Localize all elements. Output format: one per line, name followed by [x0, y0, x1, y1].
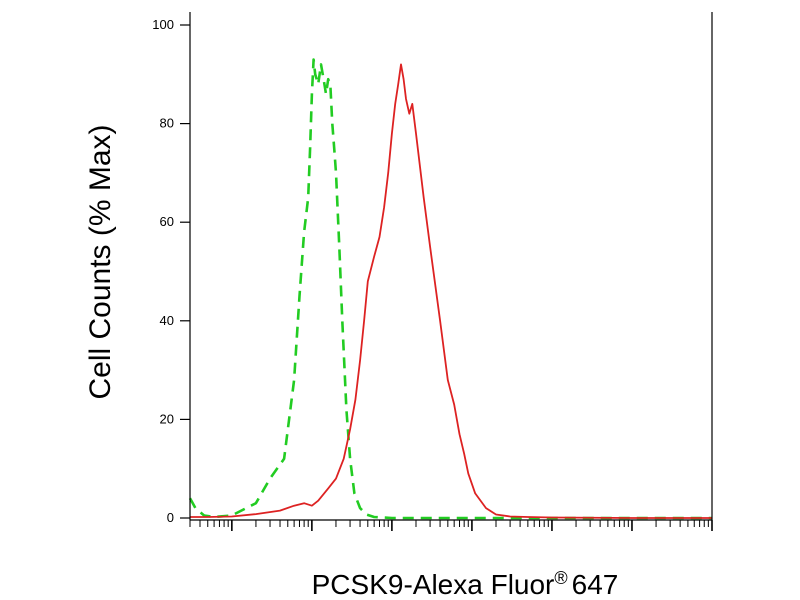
x-ticks — [189, 520, 713, 531]
y-tick-label: 40 — [160, 313, 174, 328]
axes — [189, 12, 713, 521]
y-axis-title: Cell Counts (% Max) — [84, 124, 117, 399]
series-line-2 — [190, 63, 712, 519]
x-axis-title: PCSK9-Alexa Fluor® 647 — [312, 568, 619, 600]
series-lines — [188, 58, 712, 520]
x-axis-title-main: PCSK9-Alexa Fluor — [312, 569, 555, 600]
y-tick-label: 60 — [160, 214, 174, 229]
x-axis-title-number: 647 — [572, 569, 619, 600]
y-ticks: 0 20 40 60 80 100 — [152, 17, 190, 525]
x-axis-title-registered: ® — [554, 568, 567, 588]
y-tick-label: 0 — [167, 510, 174, 525]
y-tick-label: 20 — [160, 411, 174, 426]
series-line-1 — [188, 58, 712, 520]
y-tick-label: 80 — [160, 116, 174, 131]
y-tick-label: 100 — [152, 17, 174, 32]
